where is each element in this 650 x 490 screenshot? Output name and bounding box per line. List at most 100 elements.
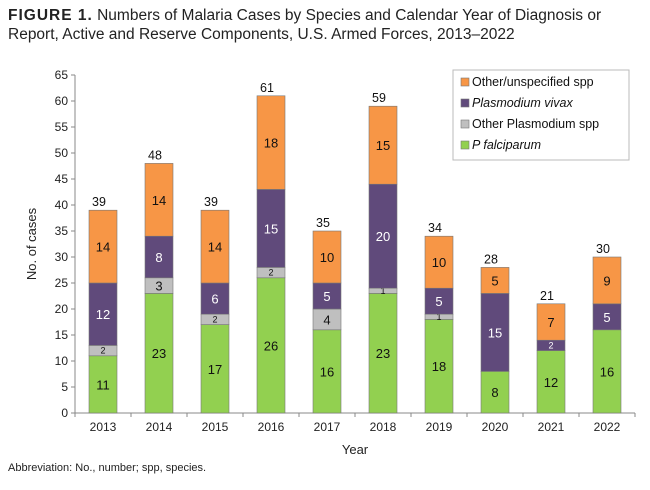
total-label: 30	[596, 242, 610, 256]
bar-segment	[88, 209, 118, 284]
y-tick-label: 5	[61, 380, 68, 394]
bar-segment	[256, 95, 286, 190]
y-tick-label: 35	[55, 224, 69, 238]
y-tick-label: 40	[55, 198, 69, 212]
title-text: Numbers of Malaria Cases by Species and …	[8, 7, 602, 43]
y-tick-label: 10	[55, 354, 69, 368]
data-label: 1	[380, 286, 385, 296]
legend	[452, 69, 630, 161]
legend-swatch	[460, 119, 470, 129]
x-tick-label: 2020	[482, 420, 509, 434]
bar-segment	[144, 163, 174, 237]
bar-segment	[536, 303, 566, 341]
bar-segment	[312, 230, 342, 284]
legend-swatch	[460, 77, 470, 87]
data-label: 11	[96, 377, 110, 392]
bar-segment	[200, 209, 230, 284]
bar-segment	[200, 324, 230, 414]
x-tick-label: 2019	[426, 420, 453, 434]
x-tick-label: 2014	[146, 420, 173, 434]
footnote: Abbreviation: No., number; spp, species.	[8, 462, 207, 474]
x-tick-label: 2022	[594, 420, 621, 434]
data-label: 15	[264, 221, 278, 236]
total-label: 39	[204, 195, 218, 209]
data-label: 20	[376, 229, 390, 244]
x-tick-label: 2015	[202, 420, 229, 434]
data-label: 16	[320, 364, 334, 379]
bar-segment	[480, 267, 510, 294]
data-label: 16	[600, 364, 614, 379]
data-label: 23	[152, 346, 166, 361]
data-label: 5	[435, 294, 442, 309]
data-label: 3	[155, 279, 162, 294]
data-label: 15	[488, 325, 502, 340]
x-tick-label: 2018	[370, 420, 397, 434]
y-tick-label: 0	[61, 406, 68, 420]
legend-label: P falciparum	[472, 138, 541, 152]
x-tick-label: 2021	[538, 420, 565, 434]
bar-segment	[424, 287, 454, 315]
data-label: 5	[323, 289, 330, 304]
x-tick-label: 2017	[314, 420, 341, 434]
bar-segment	[368, 293, 398, 414]
y-tick-label: 55	[55, 120, 69, 134]
total-label: 61	[260, 81, 274, 95]
y-tick-label: 30	[55, 250, 69, 264]
y-tick-label: 45	[55, 172, 69, 186]
legend-swatch	[460, 98, 470, 108]
data-label: 4	[323, 312, 330, 327]
bar-segment	[144, 235, 174, 279]
data-label: 8	[155, 250, 162, 265]
bar-segment	[592, 256, 622, 305]
data-label: 2	[212, 314, 217, 324]
data-label: 10	[320, 250, 334, 265]
data-label: 5	[491, 273, 498, 288]
y-tick-label: 20	[55, 302, 69, 316]
total-label: 28	[484, 252, 498, 266]
legend-swatch	[460, 140, 470, 150]
data-label: 5	[603, 310, 610, 325]
x-tick-label: 2013	[90, 420, 117, 434]
legend-label: Plasmodium vivax	[472, 96, 573, 110]
total-label: 21	[540, 289, 554, 303]
total-label: 59	[372, 91, 386, 105]
data-label: 1	[436, 312, 441, 322]
data-label: 15	[376, 138, 390, 153]
bar-segment	[592, 303, 622, 331]
bar-segment	[536, 350, 566, 414]
y-tick-label: 60	[55, 94, 69, 108]
data-label: 10	[432, 255, 446, 270]
bar-segment	[424, 235, 454, 289]
y-tick-label: 65	[55, 68, 69, 82]
data-label: 26	[264, 338, 278, 353]
data-label: 2	[268, 268, 273, 278]
y-tick-label: 50	[55, 146, 69, 160]
bar-segment	[256, 189, 286, 268]
data-label: 2	[548, 340, 553, 350]
data-label: 8	[491, 385, 498, 400]
legend-label: Other/unspecified spp	[472, 75, 594, 89]
y-tick-label: 15	[55, 328, 69, 342]
data-label: 2	[100, 346, 105, 356]
data-label: 14	[152, 193, 166, 208]
x-axis-title: Year	[342, 442, 369, 457]
total-label: 48	[148, 148, 162, 162]
data-label: 17	[208, 362, 222, 377]
data-label: 7	[547, 315, 554, 330]
bar-segment	[424, 319, 454, 414]
data-label: 9	[603, 273, 610, 288]
bar-segment	[88, 355, 118, 414]
chart-title: FIGURE 1. Numbers of Malaria Cases by Sp…	[8, 6, 648, 44]
y-axis-title: No. of cases	[24, 207, 39, 280]
legend-label: Other Plasmodium spp	[472, 117, 599, 131]
total-label: 39	[92, 195, 106, 209]
data-label: 12	[96, 307, 110, 322]
data-label: 6	[211, 292, 218, 307]
total-label: 34	[428, 221, 442, 235]
data-label: 14	[96, 240, 110, 255]
bar-segment	[368, 105, 398, 185]
total-label: 35	[316, 216, 330, 230]
data-label: 18	[264, 136, 278, 151]
x-tick-label: 2016	[258, 420, 285, 434]
